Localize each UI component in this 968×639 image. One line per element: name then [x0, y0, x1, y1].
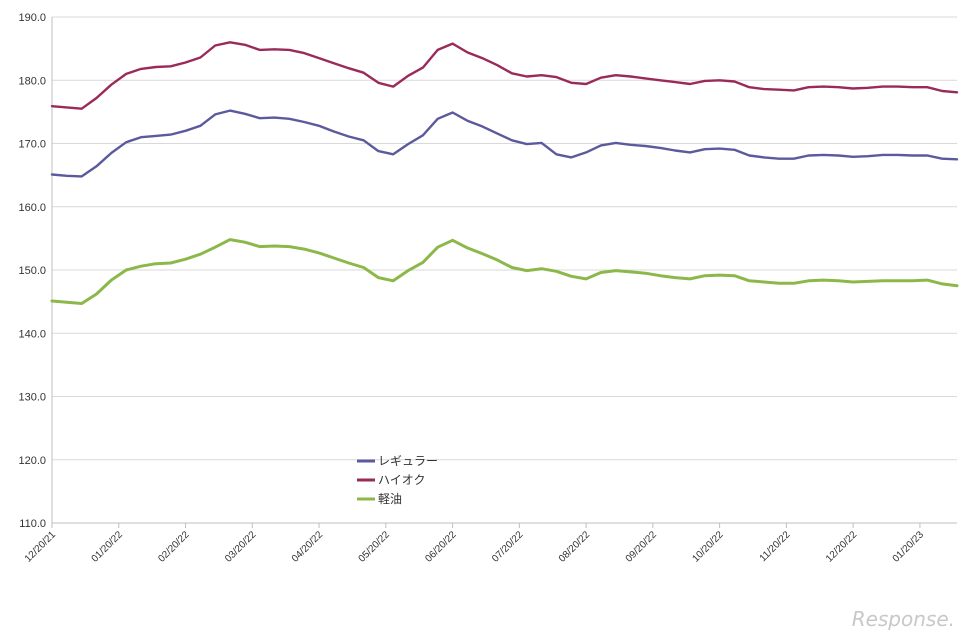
x-tick-label: 07/20/22: [490, 529, 526, 565]
x-tick-label: 10/20/22: [690, 529, 726, 565]
y-tick-label: 150.0: [18, 265, 46, 277]
series-line-1: [50, 109, 959, 178]
x-tick-label: 03/20/22: [223, 529, 259, 565]
x-tick-label: 09/20/22: [624, 529, 660, 565]
x-tick-label: 06/20/22: [423, 529, 459, 565]
gridlines: [52, 16, 957, 461]
series-line-2: [50, 41, 959, 110]
x-tick-label: 08/20/22: [557, 529, 593, 565]
y-tick-label: 180.0: [18, 75, 46, 87]
x-tick-label: 01/20/22: [90, 529, 126, 565]
y-tick-label: 190.0: [18, 12, 46, 24]
y-tick-label: 140.0: [18, 328, 46, 340]
axes: [51, 17, 957, 528]
x-tick-label: 02/20/22: [156, 529, 192, 565]
x-tick-label: 01/20/23: [891, 529, 927, 565]
series-line-3: [50, 238, 959, 305]
legend-label: 軽油: [378, 492, 402, 506]
watermark-logo: Response.: [852, 607, 955, 631]
y-tick-label: 130.0: [18, 392, 46, 404]
y-tick-label: 120.0: [18, 455, 46, 467]
x-tick-label: 12/20/22: [824, 529, 860, 565]
x-tick-label: 11/20/22: [758, 529, 793, 564]
y-tick-label: 170.0: [18, 139, 46, 151]
y-tick-label: 110.0: [19, 518, 46, 530]
series-lines: [50, 41, 959, 305]
y-tick-label: 160.0: [18, 202, 46, 214]
x-tick-label: 05/20/22: [357, 529, 393, 565]
legend-label: ハイオク: [378, 473, 426, 487]
y-tick-labels: 110.0 120.0 130.0 140.0 150.0 160.0 170.0 180.0…: [18, 12, 46, 530]
legend-label: レギュラー: [378, 454, 438, 468]
x-tick-label: 12/20/21: [23, 529, 59, 565]
x-tick-label: 04/20/22: [290, 529, 326, 565]
watermark-text: Response.: [852, 607, 955, 631]
x-tick-labels: 12/20/21 01/20/22 02/20/22 03/20/22 04/20/22…: [23, 529, 927, 565]
